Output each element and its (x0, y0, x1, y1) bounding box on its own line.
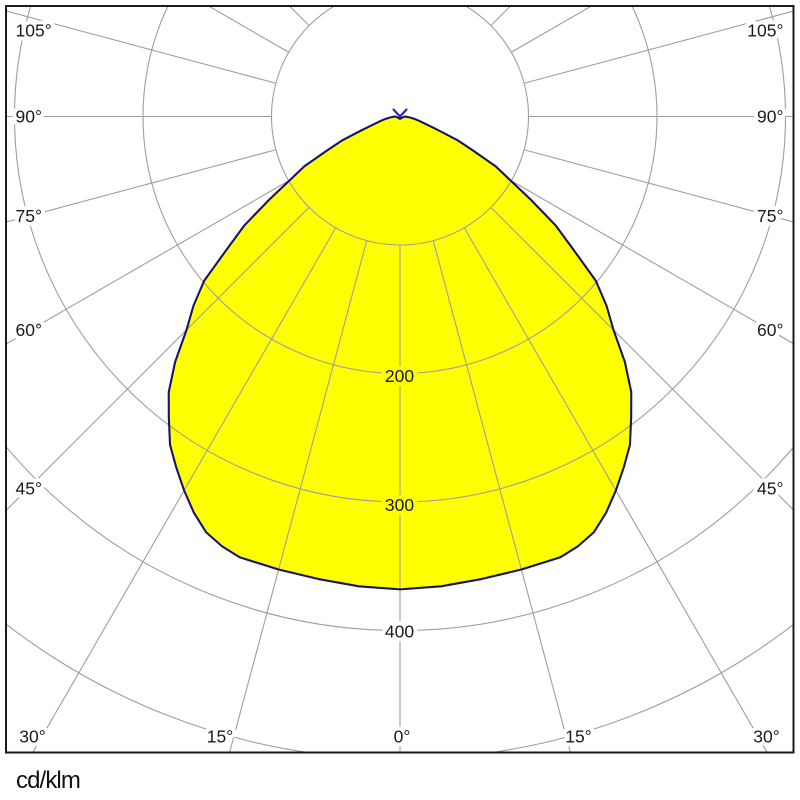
svg-text:90°: 90° (757, 107, 783, 127)
svg-text:45°: 45° (757, 479, 783, 499)
svg-text:15°: 15° (565, 727, 591, 747)
svg-text:300: 300 (385, 495, 414, 515)
svg-text:30°: 30° (753, 727, 779, 747)
svg-text:400: 400 (385, 622, 414, 642)
svg-text:105°: 105° (747, 21, 783, 41)
svg-text:cd/klm: cd/klm (16, 767, 80, 794)
svg-text:0°: 0° (394, 727, 411, 747)
svg-text:60°: 60° (16, 320, 42, 340)
svg-text:30°: 30° (19, 727, 45, 747)
svg-text:60°: 60° (757, 320, 783, 340)
svg-text:75°: 75° (16, 206, 42, 226)
svg-text:200: 200 (385, 366, 414, 386)
svg-text:90°: 90° (16, 107, 42, 127)
svg-text:105°: 105° (16, 21, 52, 41)
svg-text:15°: 15° (207, 727, 233, 747)
svg-text:75°: 75° (757, 206, 783, 226)
svg-text:45°: 45° (16, 479, 42, 499)
